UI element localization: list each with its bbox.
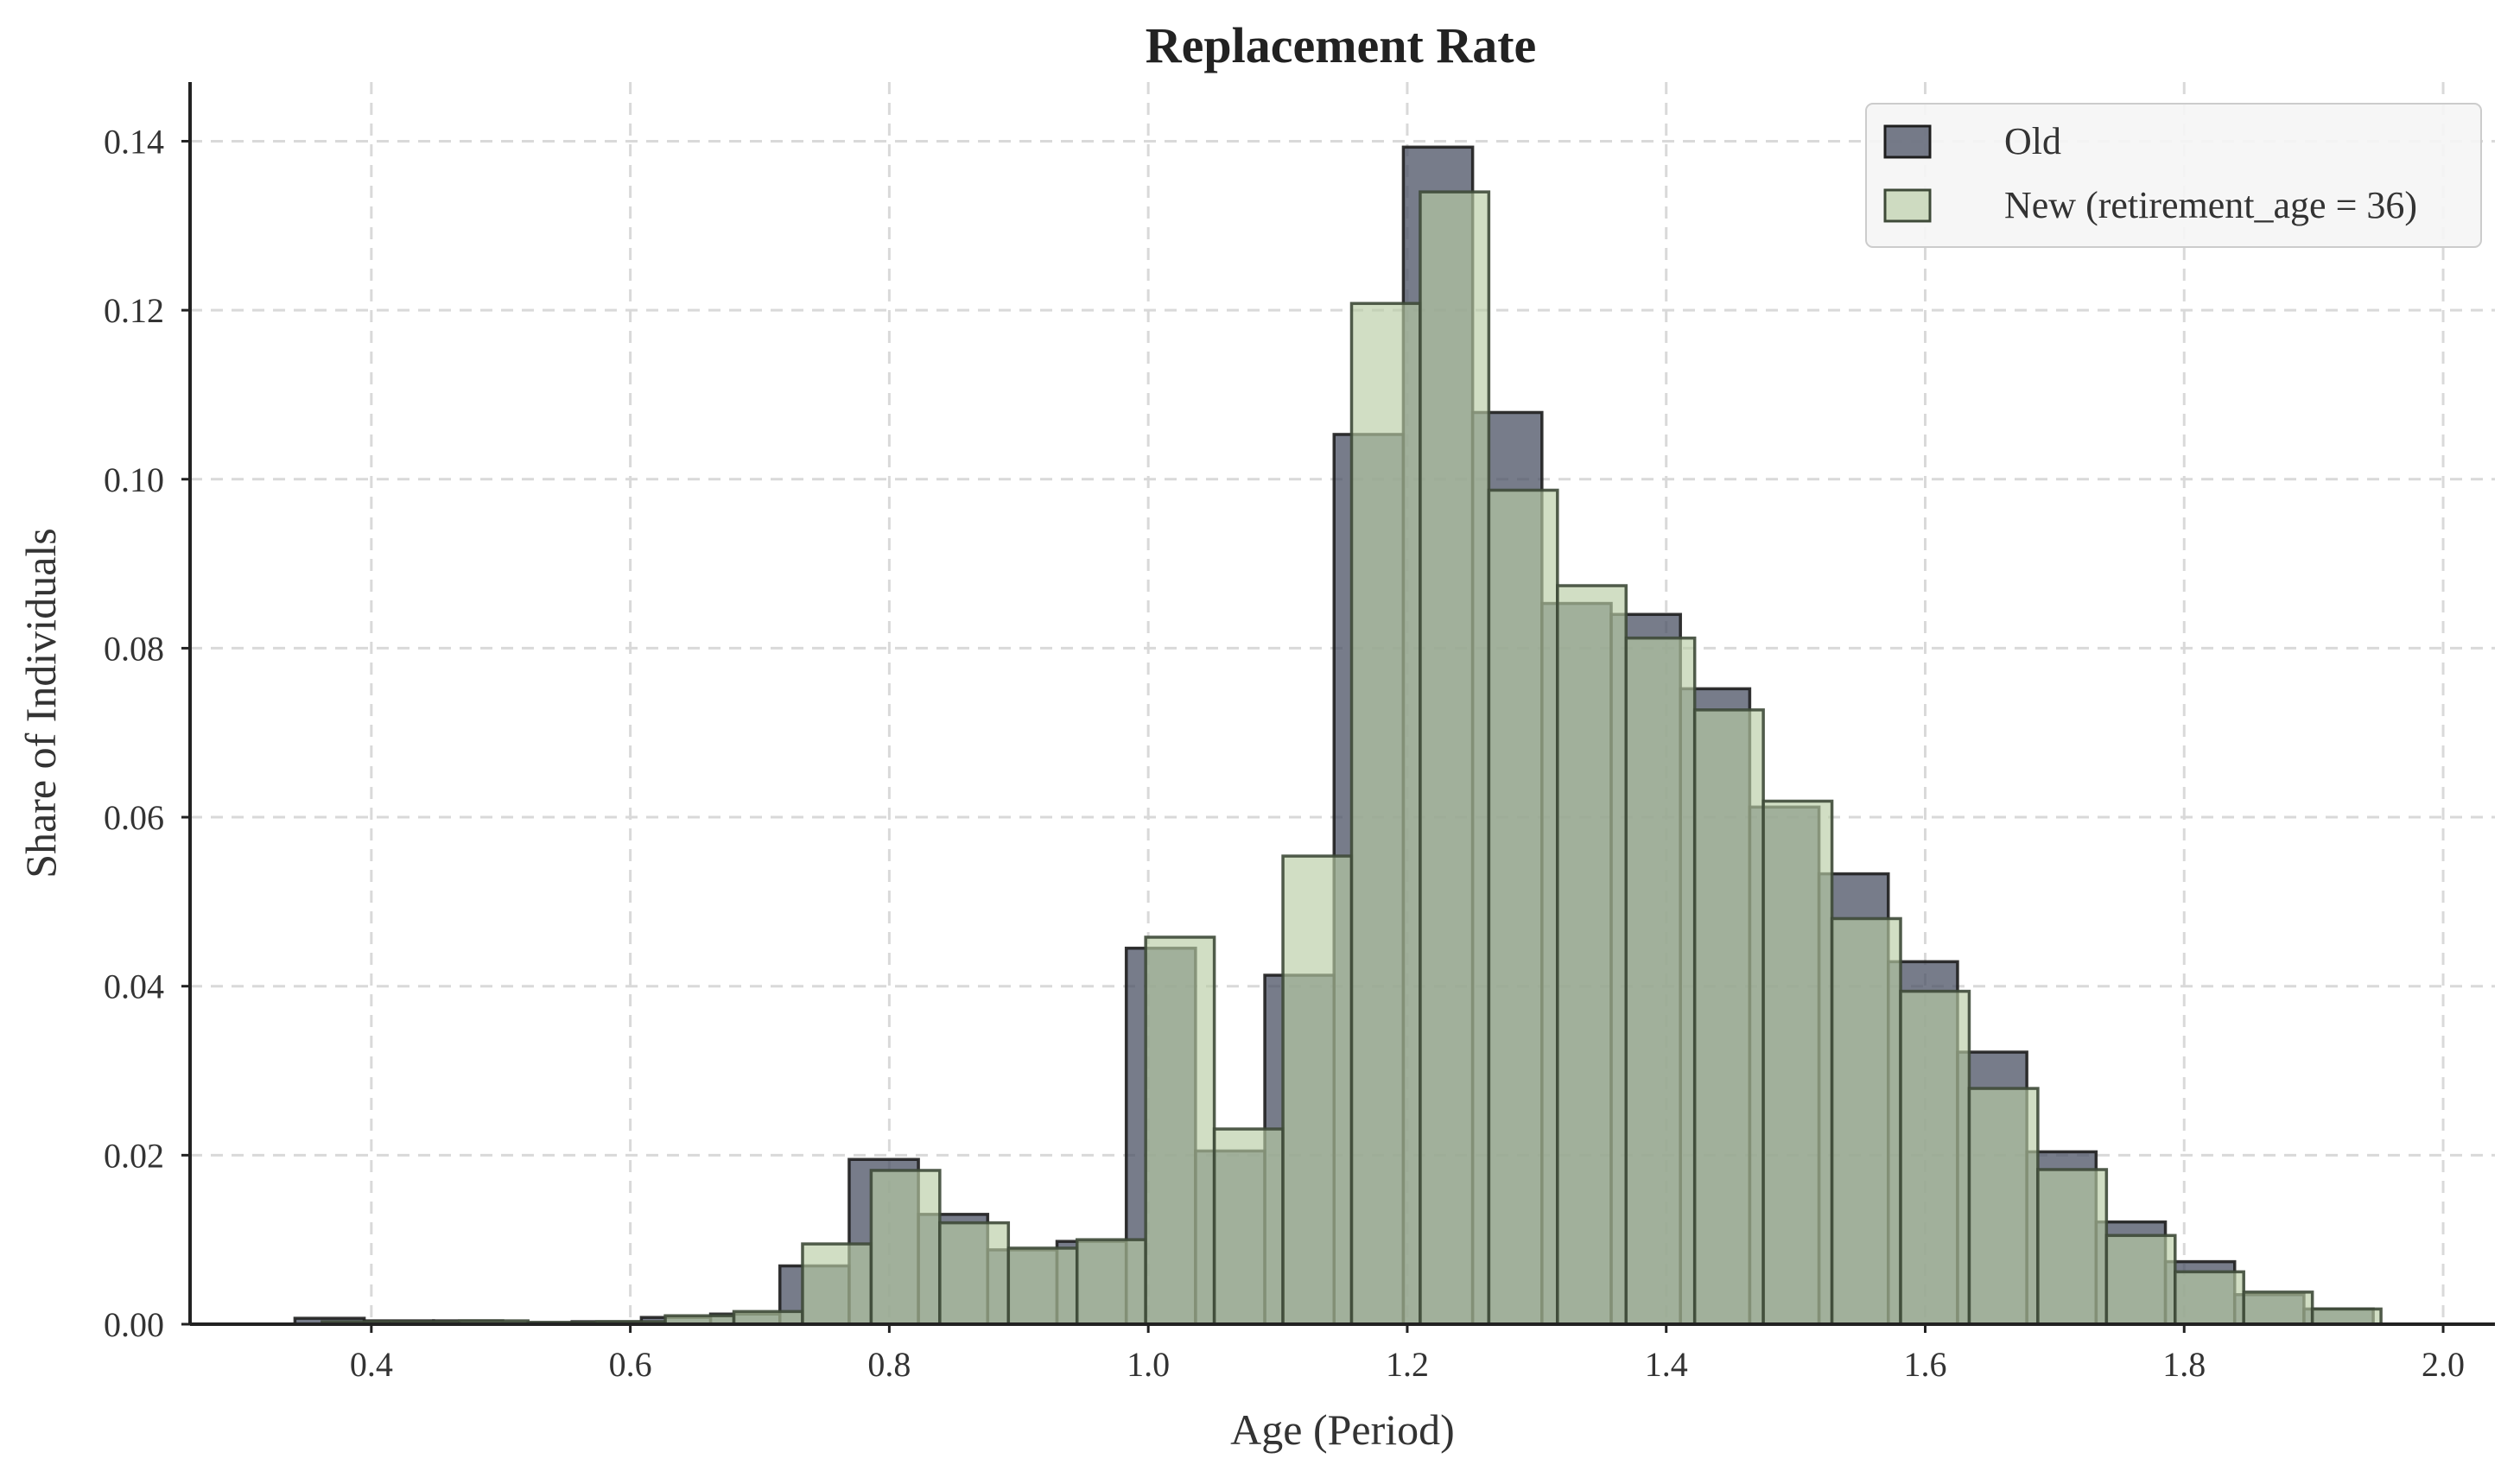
histogram-bar [1075, 1238, 1147, 1326]
histogram-bar [1624, 636, 1697, 1326]
x-tick-label: 1.8 [2162, 1345, 2206, 1384]
legend-box [1865, 103, 2482, 248]
histogram-bar [1349, 301, 1422, 1326]
histogram-bar [2036, 1168, 2109, 1326]
y-tick-label: 0.08 [104, 629, 164, 668]
legend-label: New (retirement_age = 36) [2004, 184, 2417, 226]
x-tick-label: 2.0 [2422, 1345, 2465, 1384]
histogram-bar [2174, 1270, 2245, 1326]
histogram-bar [938, 1221, 1011, 1326]
legend-swatch [1883, 188, 1932, 223]
x-tick-label: 1.0 [1127, 1345, 1170, 1384]
histogram-bar [869, 1169, 942, 1326]
legend-label: Old [2004, 120, 2061, 162]
x-axis-label: Age (Period) [1230, 1405, 1455, 1454]
y-tick-label: 0.14 [104, 122, 164, 161]
chart-title: Replacement Rate [1146, 17, 1537, 73]
histogram-bar [1692, 708, 1765, 1326]
histogram-bar [1419, 190, 1491, 1326]
histogram-bar [1899, 989, 1971, 1326]
bars [293, 145, 2383, 1326]
histogram-bar [2310, 1307, 2383, 1326]
histogram-bar [1556, 584, 1628, 1326]
histogram-bar [2242, 1291, 2314, 1326]
x-tick-label: 0.6 [609, 1345, 652, 1384]
x-tick-label: 1.2 [1386, 1345, 1429, 1384]
series-new-bars [321, 190, 2383, 1326]
y-tick-label: 0.12 [104, 291, 164, 330]
histogram-bar [1144, 935, 1216, 1326]
histogram-bar [801, 1242, 873, 1326]
histogram-bar [732, 1310, 804, 1326]
histogram-bar [1212, 1127, 1285, 1326]
axes [188, 82, 2495, 1326]
histogram-bar [1487, 488, 1559, 1326]
y-tick-label: 0.06 [104, 798, 164, 837]
legend: Old New (retirement_age = 36) [1865, 103, 2482, 248]
x-tick-label: 0.8 [867, 1345, 911, 1384]
y-tick-label: 0.00 [104, 1305, 164, 1344]
y-tick-label: 0.10 [104, 460, 164, 499]
legend-swatch [1883, 124, 1932, 159]
histogram-bar [1967, 1087, 2040, 1326]
y-axis-label: Share of Individuals [16, 528, 65, 878]
histogram-bar [1006, 1246, 1079, 1326]
histogram-bar [1761, 799, 1834, 1326]
ticks: 0.4 0.6 0.8 1.0 1.2 1.4 1.6 1.8 2.0 0.00 0.02 0.04 0… [104, 122, 2465, 1384]
histogram-bar [1830, 916, 1902, 1326]
y-tick-label: 0.02 [104, 1136, 164, 1175]
histogram-bar [1281, 854, 1354, 1326]
y-tick-label: 0.04 [104, 967, 164, 1006]
x-tick-label: 1.6 [1903, 1345, 1946, 1384]
x-tick-label: 0.4 [350, 1345, 393, 1384]
histogram-bar [2104, 1233, 2177, 1326]
x-tick-label: 1.4 [1645, 1345, 1688, 1384]
